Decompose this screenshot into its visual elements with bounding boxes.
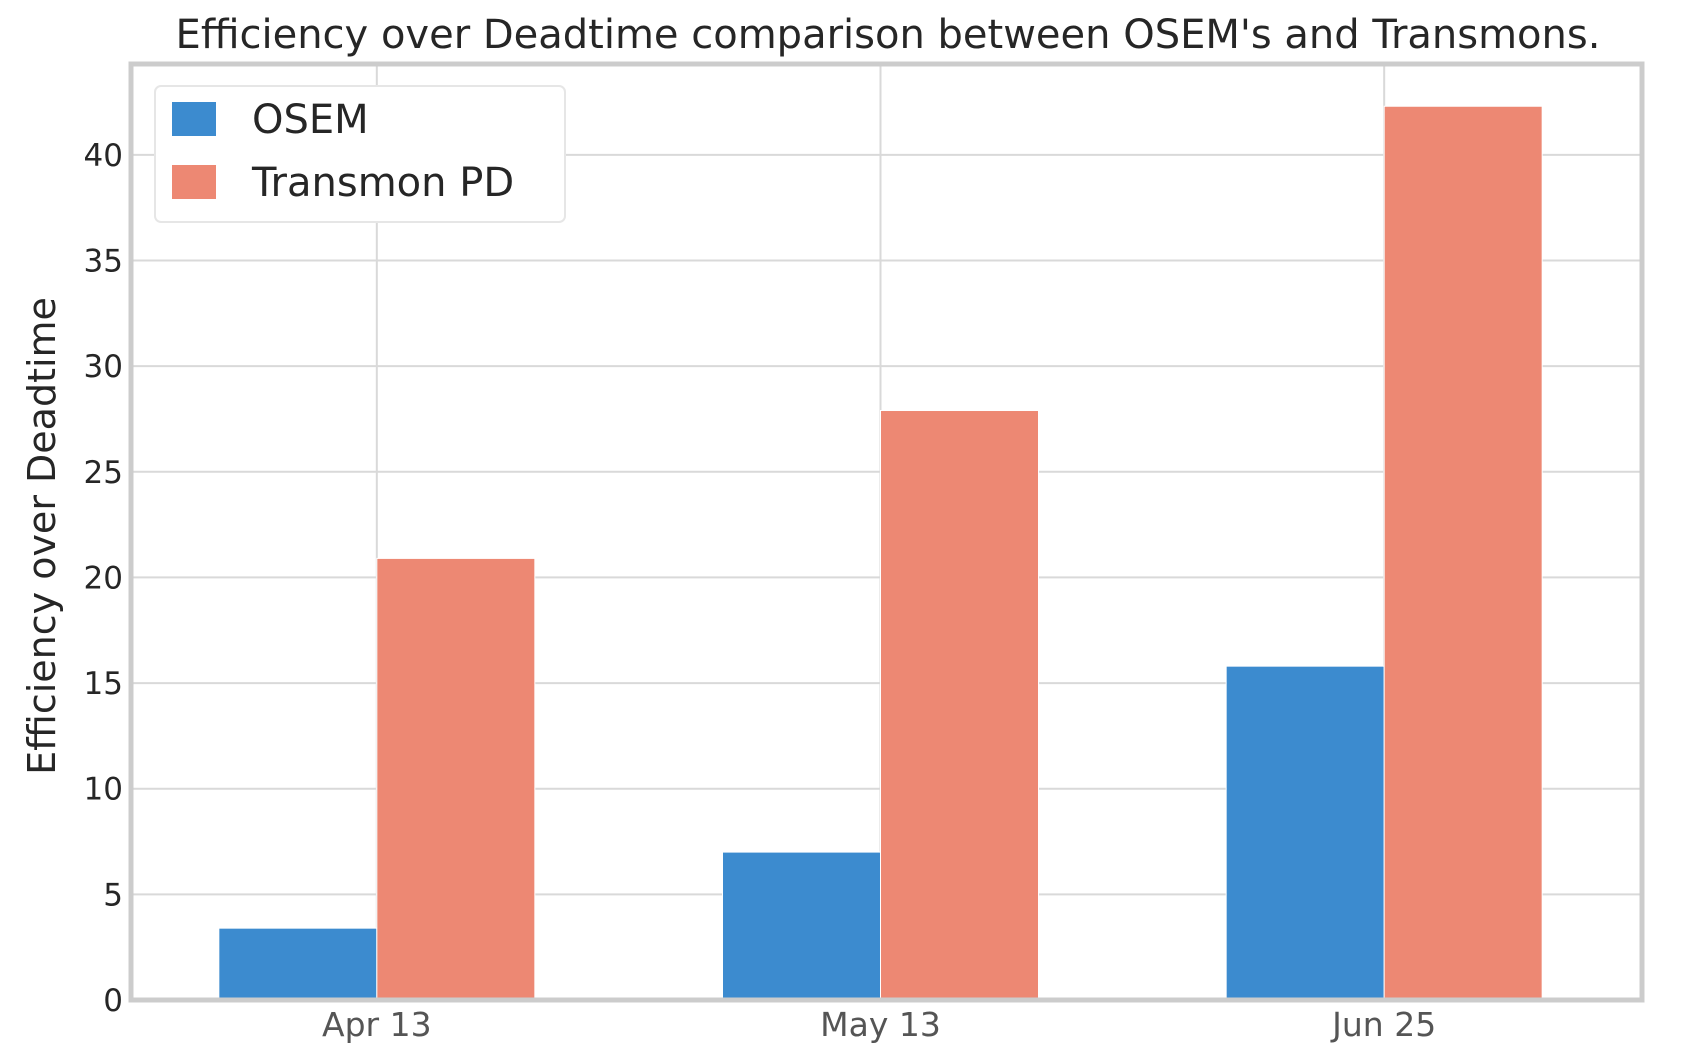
y-tick-label: 0 <box>103 983 123 1019</box>
legend-swatch <box>172 165 216 199</box>
bars <box>218 105 1543 1001</box>
bar-osem-2 <box>1225 665 1385 1001</box>
bar-osem-1 <box>722 851 881 1001</box>
y-tick-label: 30 <box>84 349 123 385</box>
y-tick-label: 10 <box>84 772 123 808</box>
legend-box <box>154 85 566 223</box>
y-tick-label: 15 <box>84 666 123 702</box>
y-tick-label: 20 <box>84 560 123 596</box>
legend-label: Transmon PD <box>251 160 514 206</box>
y-tick-label: 25 <box>84 455 123 491</box>
bar-transmon-pd-1 <box>880 410 1039 1001</box>
x-tick-label: Apr 13 <box>322 1005 432 1044</box>
x-tick-labels: Apr 13 May 13 Jun 25 <box>322 1005 1436 1044</box>
x-tick-label: Jun 25 <box>1330 1005 1436 1044</box>
y-tick-label: 35 <box>84 243 123 279</box>
legend-label: OSEM <box>252 97 369 143</box>
legend-swatch <box>172 102 216 136</box>
bar-osem-0 <box>218 927 378 1001</box>
y-axis-label: Efficiency over Deadtime <box>20 297 64 775</box>
x-tick-label: May 13 <box>820 1005 941 1044</box>
y-tick-labels: 0 5 10 15 20 25 30 35 40 <box>84 138 123 1019</box>
bar-transmon-pd-0 <box>376 557 536 1001</box>
plot-frame <box>128 61 1645 1003</box>
legend: OSEM Transmon PD <box>154 85 566 223</box>
y-tick-label: 40 <box>84 138 123 174</box>
chart-title: Efficiency over Deadtime comparison betw… <box>176 12 1601 58</box>
y-tick-label: 5 <box>103 877 123 913</box>
bar-transmon-pd-2 <box>1383 105 1543 1001</box>
